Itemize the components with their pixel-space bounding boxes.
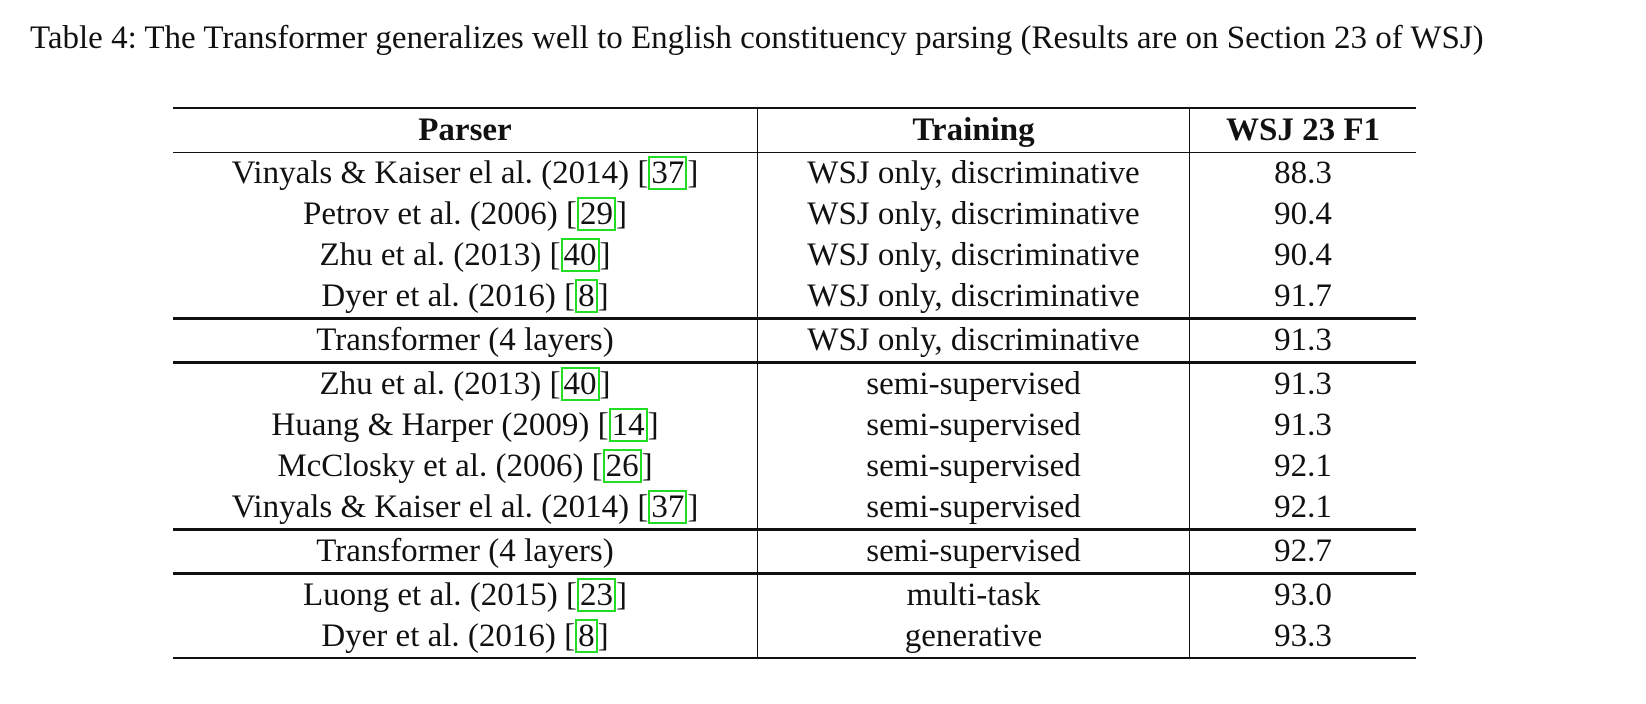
f1-cell: 91.3 <box>1189 405 1416 446</box>
table-row: Transformer (4 layers) WSJ only, discrimi… <box>173 317 1416 363</box>
f1-cell: 90.4 <box>1189 194 1416 235</box>
table-row: Zhu et al. (2013) [40] semi-supervised 91.… <box>173 361 1416 405</box>
parser-cell: Transformer (4 layers) <box>173 528 758 574</box>
parser-text: Luong et al. (2015) [ <box>302 577 577 613</box>
training-cell: semi-supervised <box>757 361 1190 405</box>
citation: 37 <box>648 490 688 524</box>
table-caption: Table 4: The Transformer generalizes wel… <box>30 20 1484 56</box>
f1-cell: 92.1 <box>1189 446 1416 487</box>
parser-cell: Vinyals & Kaiser el al. (2014) [37] <box>173 153 758 195</box>
table-row: Vinyals & Kaiser el al. (2014) [37] WSJ o… <box>173 152 1416 195</box>
f1-cell: 90.4 <box>1189 235 1416 276</box>
f1-cell: 92.1 <box>1189 487 1416 530</box>
training-cell: semi-supervised <box>757 528 1190 574</box>
parser-cell: Zhu et al. (2013) [40] <box>173 361 758 405</box>
training-cell: semi-supervised <box>757 487 1190 530</box>
citation: 26 <box>602 449 642 483</box>
training-cell: semi-supervised <box>757 405 1190 446</box>
parser-text: ] <box>599 366 611 402</box>
table-row: Luong et al. (2015) [23] multi-task 93.0 <box>173 572 1416 616</box>
parser-cell: Petrov et al. (2006) [29] <box>173 194 758 235</box>
table-section: Luong et al. (2015) [23] multi-task 93.0 Dy… <box>173 572 1416 659</box>
table-section: Vinyals & Kaiser el al. (2014) [37] WSJ o… <box>173 152 1416 319</box>
table-section: Zhu et al. (2013) [40] semi-supervised 91.… <box>173 361 1416 530</box>
parser-text: ] <box>647 407 659 443</box>
table-header: Parser Training WSJ 23 F1 <box>173 108 1416 153</box>
parser-text: ] <box>641 448 653 484</box>
parser-text: McClosky et al. (2006) [ <box>277 448 603 484</box>
f1-cell: 91.7 <box>1189 276 1416 319</box>
parser-text: Zhu et al. (2013) [ <box>319 366 561 402</box>
training-cell: WSJ only, discriminative <box>757 317 1190 363</box>
f1-cell: 92.7 <box>1189 528 1416 574</box>
table-section: Transformer (4 layers) semi-supervised 92.… <box>173 528 1416 574</box>
table-section: Transformer (4 layers) WSJ only, discrimi… <box>173 317 1416 363</box>
citation: 8 <box>575 619 598 653</box>
parser-cell: McClosky et al. (2006) [26] <box>173 446 758 487</box>
parser-text: Vinyals & Kaiser el al. (2014) [ <box>231 155 649 191</box>
parser-text: ] <box>597 618 609 654</box>
citation: 37 <box>648 156 688 190</box>
training-cell: WSJ only, discriminative <box>757 276 1190 319</box>
parser-text: Transformer (4 layers) <box>316 322 614 358</box>
parser-cell: Vinyals & Kaiser el al. (2014) [37] <box>173 487 758 530</box>
citation: 40 <box>560 367 600 401</box>
parser-cell: Dyer et al. (2016) [8] <box>173 616 758 659</box>
parser-text: ] <box>616 196 627 232</box>
parser-cell: Dyer et al. (2016) [8] <box>173 276 758 319</box>
f1-cell: 93.0 <box>1189 572 1416 616</box>
header-row: Parser Training WSJ 23 F1 <box>173 108 1416 153</box>
table-row: Zhu et al. (2013) [40] WSJ only, discrimi… <box>173 235 1416 276</box>
header-cell: Parser <box>173 108 758 153</box>
parser-text: ] <box>616 577 627 613</box>
header-cell: WSJ 23 F1 <box>1189 108 1416 153</box>
header-cell: Training <box>757 108 1190 153</box>
table-row: Huang & Harper (2009) [14] semi-supervise… <box>173 405 1416 446</box>
f1-cell: 91.3 <box>1189 317 1416 363</box>
citation: 29 <box>577 197 616 231</box>
citation: 8 <box>575 279 598 313</box>
parser-cell: Huang & Harper (2009) [14] <box>173 405 758 446</box>
parser-cell: Transformer (4 layers) <box>173 317 758 363</box>
parser-text: ] <box>687 489 699 525</box>
training-cell: generative <box>757 616 1190 659</box>
f1-cell: 88.3 <box>1189 152 1416 194</box>
table-row: McClosky et al. (2006) [26] semi-supervis… <box>173 446 1416 487</box>
parser-text: Huang & Harper (2009) [ <box>271 407 609 443</box>
table-row: Dyer et al. (2016) [8] generative 93.3 <box>173 616 1416 659</box>
parser-text: ] <box>599 237 611 273</box>
training-cell: WSJ only, discriminative <box>757 235 1190 276</box>
parser-text: Vinyals & Kaiser el al. (2014) [ <box>231 489 649 525</box>
parser-text: Dyer et al. (2016) [ <box>321 618 576 654</box>
f1-cell: 91.3 <box>1189 361 1416 405</box>
citation: 14 <box>608 408 648 442</box>
table-row: Petrov et al. (2006) [29] WSJ only, discr… <box>173 194 1416 235</box>
training-cell: WSJ only, discriminative <box>757 194 1190 235</box>
parser-text: Petrov et al. (2006) [ <box>302 196 577 232</box>
parser-cell: Zhu et al. (2013) [40] <box>173 235 758 276</box>
results-table: Parser Training WSJ 23 F1 Vinyals & Kais… <box>173 107 1416 659</box>
table-row: Transformer (4 layers) semi-supervised 92.… <box>173 528 1416 574</box>
parser-text: Transformer (4 layers) <box>316 533 614 569</box>
f1-cell: 93.3 <box>1189 616 1416 659</box>
training-cell: semi-supervised <box>757 446 1190 487</box>
parser-cell: Luong et al. (2015) [23] <box>173 572 758 616</box>
training-cell: multi-task <box>757 572 1190 616</box>
parser-text: ] <box>687 155 699 191</box>
table-row: Vinyals & Kaiser el al. (2014) [37] semi-… <box>173 487 1416 530</box>
citation: 23 <box>577 578 616 612</box>
citation: 40 <box>560 238 600 272</box>
training-cell: WSJ only, discriminative <box>757 152 1190 194</box>
table-row: Dyer et al. (2016) [8] WSJ only, discrimi… <box>173 276 1416 319</box>
parser-text: Dyer et al. (2016) [ <box>321 278 576 314</box>
parser-text: ] <box>597 278 609 314</box>
parser-text: Zhu et al. (2013) [ <box>319 237 561 273</box>
